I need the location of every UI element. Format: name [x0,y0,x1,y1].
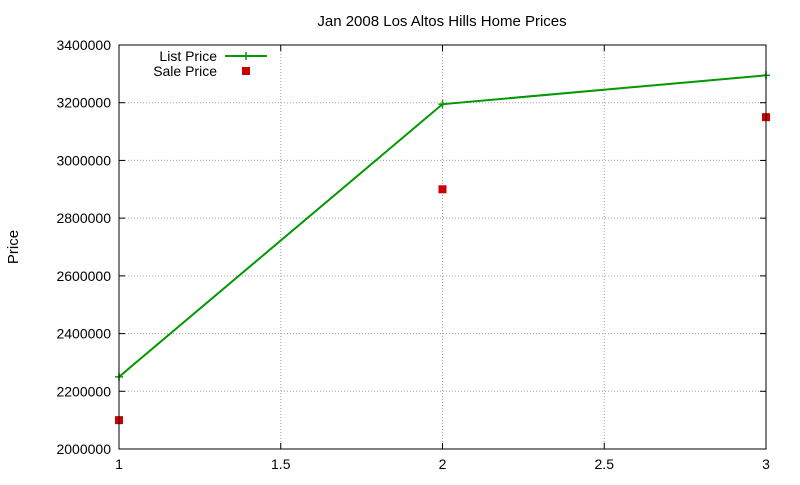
y-tick-label: 3200000 [56,95,111,111]
legend-label-list-price: List Price [159,48,217,64]
list-price-point [438,100,447,109]
axis-ticks: 2000000 2200000 2400000 2600000 2800000 30000… [56,37,770,472]
y-tick-label: 2600000 [56,268,111,284]
x-tick-label: 1 [115,456,123,472]
y-tick-label: 2200000 [56,383,111,399]
y-axis-label: Price [5,230,22,264]
grid [119,45,766,449]
legend-swatch-sale-price [242,67,250,75]
x-tick-label: 3 [762,456,770,472]
x-tick-label: 1.5 [271,456,291,472]
y-tick-label: 3400000 [56,37,111,53]
y-tick-label: 2400000 [56,326,111,342]
y-tick-label: 2000000 [56,441,111,457]
legend-label-sale-price: Sale Price [153,63,217,79]
sale-price-point [438,185,447,194]
y-tick-label: 2800000 [56,210,111,226]
chart-title: Jan 2008 Los Altos Hills Home Prices [317,13,566,30]
x-tick-label: 2 [439,456,447,472]
y-tick-label: 3000000 [56,152,111,168]
legend-marker-list-price [242,52,250,60]
x-tick-label: 2.5 [595,456,615,472]
series-layer [115,71,770,425]
